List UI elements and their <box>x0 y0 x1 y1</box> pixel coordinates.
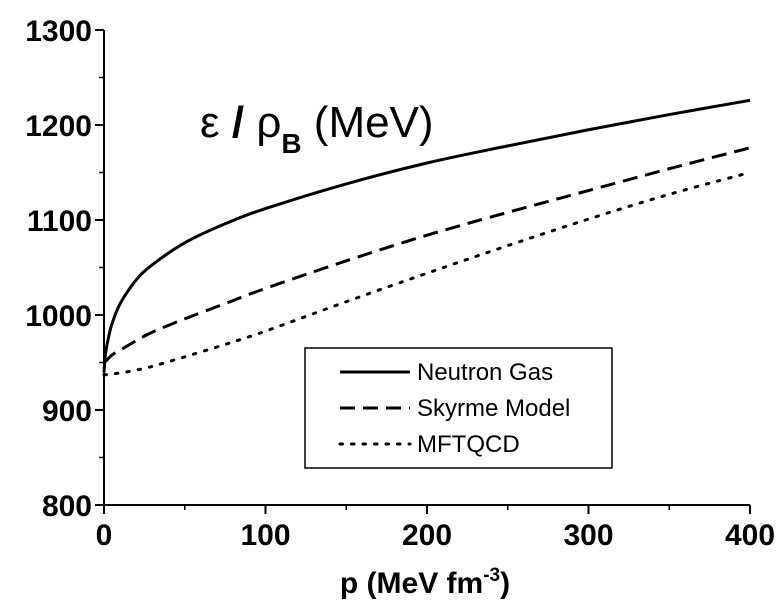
x-axis-title: p (MeV fm-3) <box>340 565 510 600</box>
series-line-neutron-gas <box>102 98 751 373</box>
legend-label-neutron-gas: Neutron Gas <box>417 359 553 386</box>
y-tick-label-1300: 1300 <box>25 15 92 48</box>
annotation-energy-per-baryon: ε / ρB (MeV) <box>200 98 434 159</box>
axes: 800 900 1000 1100 1200 1300 0 100 200 300 400 <box>25 15 775 552</box>
annotation-epsilon: ε <box>200 98 220 147</box>
annotation-rho: ρ <box>256 98 281 147</box>
legend-label-mftqcd: MFTQCD <box>417 431 520 458</box>
x-axis-title-superscript: -3 <box>483 565 500 586</box>
legend: Neutron Gas Skyrme Model MFTQCD <box>304 347 613 469</box>
x-tick-label-200: 200 <box>402 519 452 552</box>
x-tick-label-400: 400 <box>725 519 775 552</box>
y-tick-label-800: 800 <box>42 490 92 523</box>
x-tick-label-0: 0 <box>96 519 113 552</box>
y-tick-label-900: 900 <box>42 395 92 428</box>
annotation-subscript: B <box>281 128 301 159</box>
x-tick-label-100: 100 <box>240 519 290 552</box>
series-line-mftqcd <box>102 171 752 377</box>
x-axis-title-close: ) <box>500 567 510 600</box>
series-line-skyrme-model <box>103 146 751 364</box>
x-tick-label-300: 300 <box>563 519 613 552</box>
legend-box <box>304 347 613 469</box>
plot-marks <box>102 98 752 377</box>
annotation-unit: (MeV) <box>302 98 434 147</box>
y-tick-label-1100: 1100 <box>27 205 92 238</box>
y-tick-label-1000: 1000 <box>25 300 92 333</box>
annotation-slash: / <box>220 98 257 147</box>
y-tick-label-1200: 1200 <box>25 110 92 143</box>
legend-label-skyrme-model: Skyrme Model <box>417 395 570 422</box>
x-axis-title-main: p (MeV fm <box>340 567 483 600</box>
